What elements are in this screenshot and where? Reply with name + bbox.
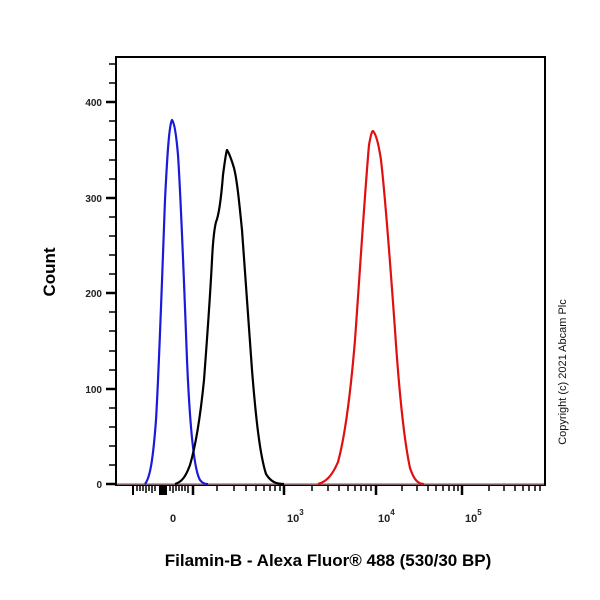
histogram-series	[144, 118, 425, 486]
plot-frame	[115, 56, 546, 486]
x-axis	[132, 485, 541, 495]
y-tick-400: 400	[85, 98, 102, 109]
x-tick-labels: 0 103 104 105	[170, 508, 482, 525]
x-tick-1e3: 103	[287, 508, 304, 525]
y-axis-label: Count	[40, 247, 59, 296]
series-red-curve	[317, 129, 425, 486]
y-tick-labels: 400 300 200 100 0	[85, 98, 102, 491]
y-tick-100: 100	[85, 385, 102, 396]
copyright-notice: Copyright (c) 2021 Abcam Plc	[557, 299, 569, 445]
y-tick-0: 0	[96, 480, 102, 491]
x-axis-label: Filamin-B - Alexa Fluor® 488 (530/30 BP)	[165, 551, 492, 570]
series-black-curve	[174, 148, 285, 486]
x-tick-0: 0	[170, 513, 176, 525]
x-tick-1e5: 105	[465, 508, 482, 525]
y-axis	[106, 63, 116, 486]
y-tick-300: 300	[85, 194, 102, 205]
y-tick-200: 200	[85, 289, 102, 300]
x-tick-1e4: 104	[378, 508, 395, 525]
series-blue-curve	[144, 118, 209, 486]
